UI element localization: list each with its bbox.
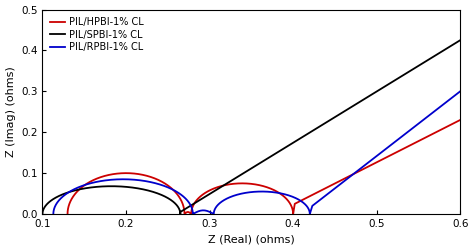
PIL/SPBI-1% CL bbox=[457, 39, 463, 42]
Legend: PIL/HPBI-1% CL, PIL/SPBI-1% CL, PIL/RPBI-1% CL: PIL/HPBI-1% CL, PIL/SPBI-1% CL, PIL/RPBI… bbox=[47, 14, 146, 55]
PIL/RPBI-1% CL bbox=[53, 204, 58, 207]
Line: PIL/SPBI-1% CL: PIL/SPBI-1% CL bbox=[43, 40, 460, 214]
PIL/HPBI-1% CL bbox=[182, 212, 187, 216]
Line: PIL/RPBI-1% CL: PIL/RPBI-1% CL bbox=[54, 91, 460, 214]
PIL/RPBI-1% CL bbox=[109, 178, 115, 181]
X-axis label: Z (Real) (ohms): Z (Real) (ohms) bbox=[208, 234, 295, 244]
PIL/SPBI-1% CL bbox=[177, 212, 183, 216]
PIL/RPBI-1% CL bbox=[457, 90, 463, 93]
PIL/RPBI-1% CL bbox=[243, 191, 248, 194]
PIL/HPBI-1% CL bbox=[114, 172, 119, 175]
PIL/RPBI-1% CL bbox=[298, 199, 303, 202]
PIL/SPBI-1% CL bbox=[48, 199, 54, 202]
PIL/HPBI-1% CL bbox=[66, 202, 72, 205]
PIL/SPBI-1% CL bbox=[177, 209, 182, 212]
Line: PIL/HPBI-1% CL: PIL/HPBI-1% CL bbox=[67, 120, 460, 214]
PIL/SPBI-1% CL bbox=[169, 199, 174, 202]
PIL/HPBI-1% CL bbox=[64, 212, 70, 216]
PIL/SPBI-1% CL bbox=[115, 185, 120, 188]
PIL/HPBI-1% CL bbox=[457, 118, 463, 122]
PIL/RPBI-1% CL bbox=[274, 191, 280, 194]
PIL/RPBI-1% CL bbox=[190, 212, 196, 216]
Y-axis label: Z (Imag) (ohms): Z (Imag) (ohms) bbox=[6, 66, 16, 157]
PIL/SPBI-1% CL bbox=[94, 185, 100, 188]
PIL/HPBI-1% CL bbox=[222, 184, 228, 187]
PIL/HPBI-1% CL bbox=[281, 194, 286, 198]
PIL/HPBI-1% CL bbox=[256, 184, 262, 186]
PIL/SPBI-1% CL bbox=[40, 212, 46, 216]
PIL/RPBI-1% CL bbox=[51, 212, 56, 216]
PIL/SPBI-1% CL bbox=[177, 210, 183, 213]
PIL/HPBI-1% CL bbox=[78, 187, 83, 190]
PIL/RPBI-1% CL bbox=[66, 190, 72, 194]
